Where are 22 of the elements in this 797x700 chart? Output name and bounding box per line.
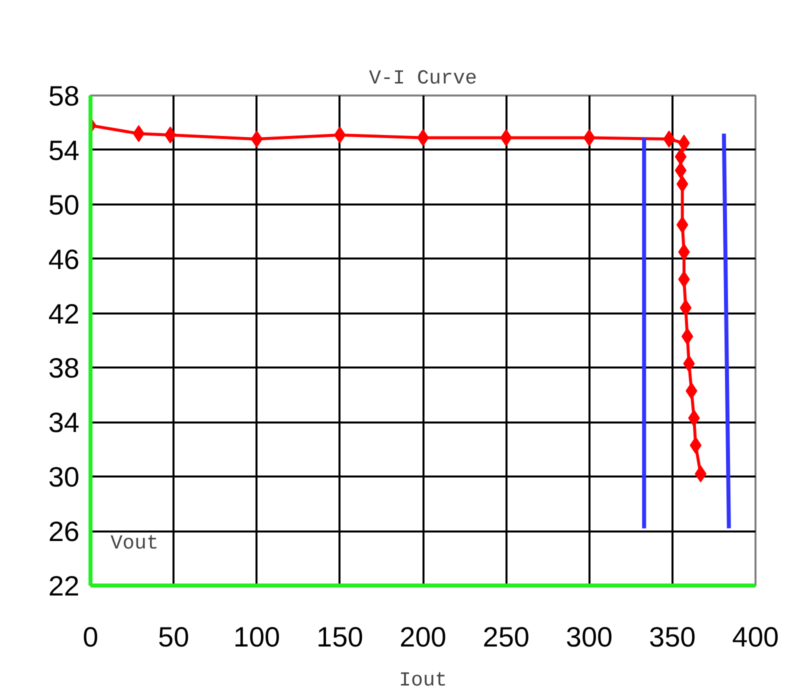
x-tick-label: 200	[400, 622, 446, 652]
x-tick-label: 0	[82, 622, 98, 652]
y-tick-label: 26	[48, 516, 80, 548]
y-tick-label: 50	[48, 189, 80, 220]
y-axis-title: Vout	[110, 532, 159, 556]
chart-title: V-I Curve	[368, 68, 478, 90]
y-tick-label: 34	[48, 407, 80, 438]
x-tick-label: 50	[158, 622, 190, 652]
x-tick-label: 350	[649, 622, 696, 652]
y-tick-label: 22	[48, 570, 80, 602]
x-tick-label: 250	[482, 622, 530, 652]
y-tick-label: 46	[48, 244, 80, 275]
x-axis-title: Iout	[398, 670, 448, 692]
y-tick-label: 54	[48, 134, 80, 166]
y-tick-label: 30	[48, 462, 80, 493]
x-tick-label: 100	[233, 622, 280, 652]
x-tick-label: 150	[316, 622, 364, 652]
y-tick-label: 58	[48, 80, 80, 112]
y-tick-label: 38	[48, 352, 80, 384]
x-tick-label: 400	[732, 622, 779, 652]
y-tick-label: 42	[48, 298, 80, 330]
x-tick-label: 300	[566, 622, 613, 652]
